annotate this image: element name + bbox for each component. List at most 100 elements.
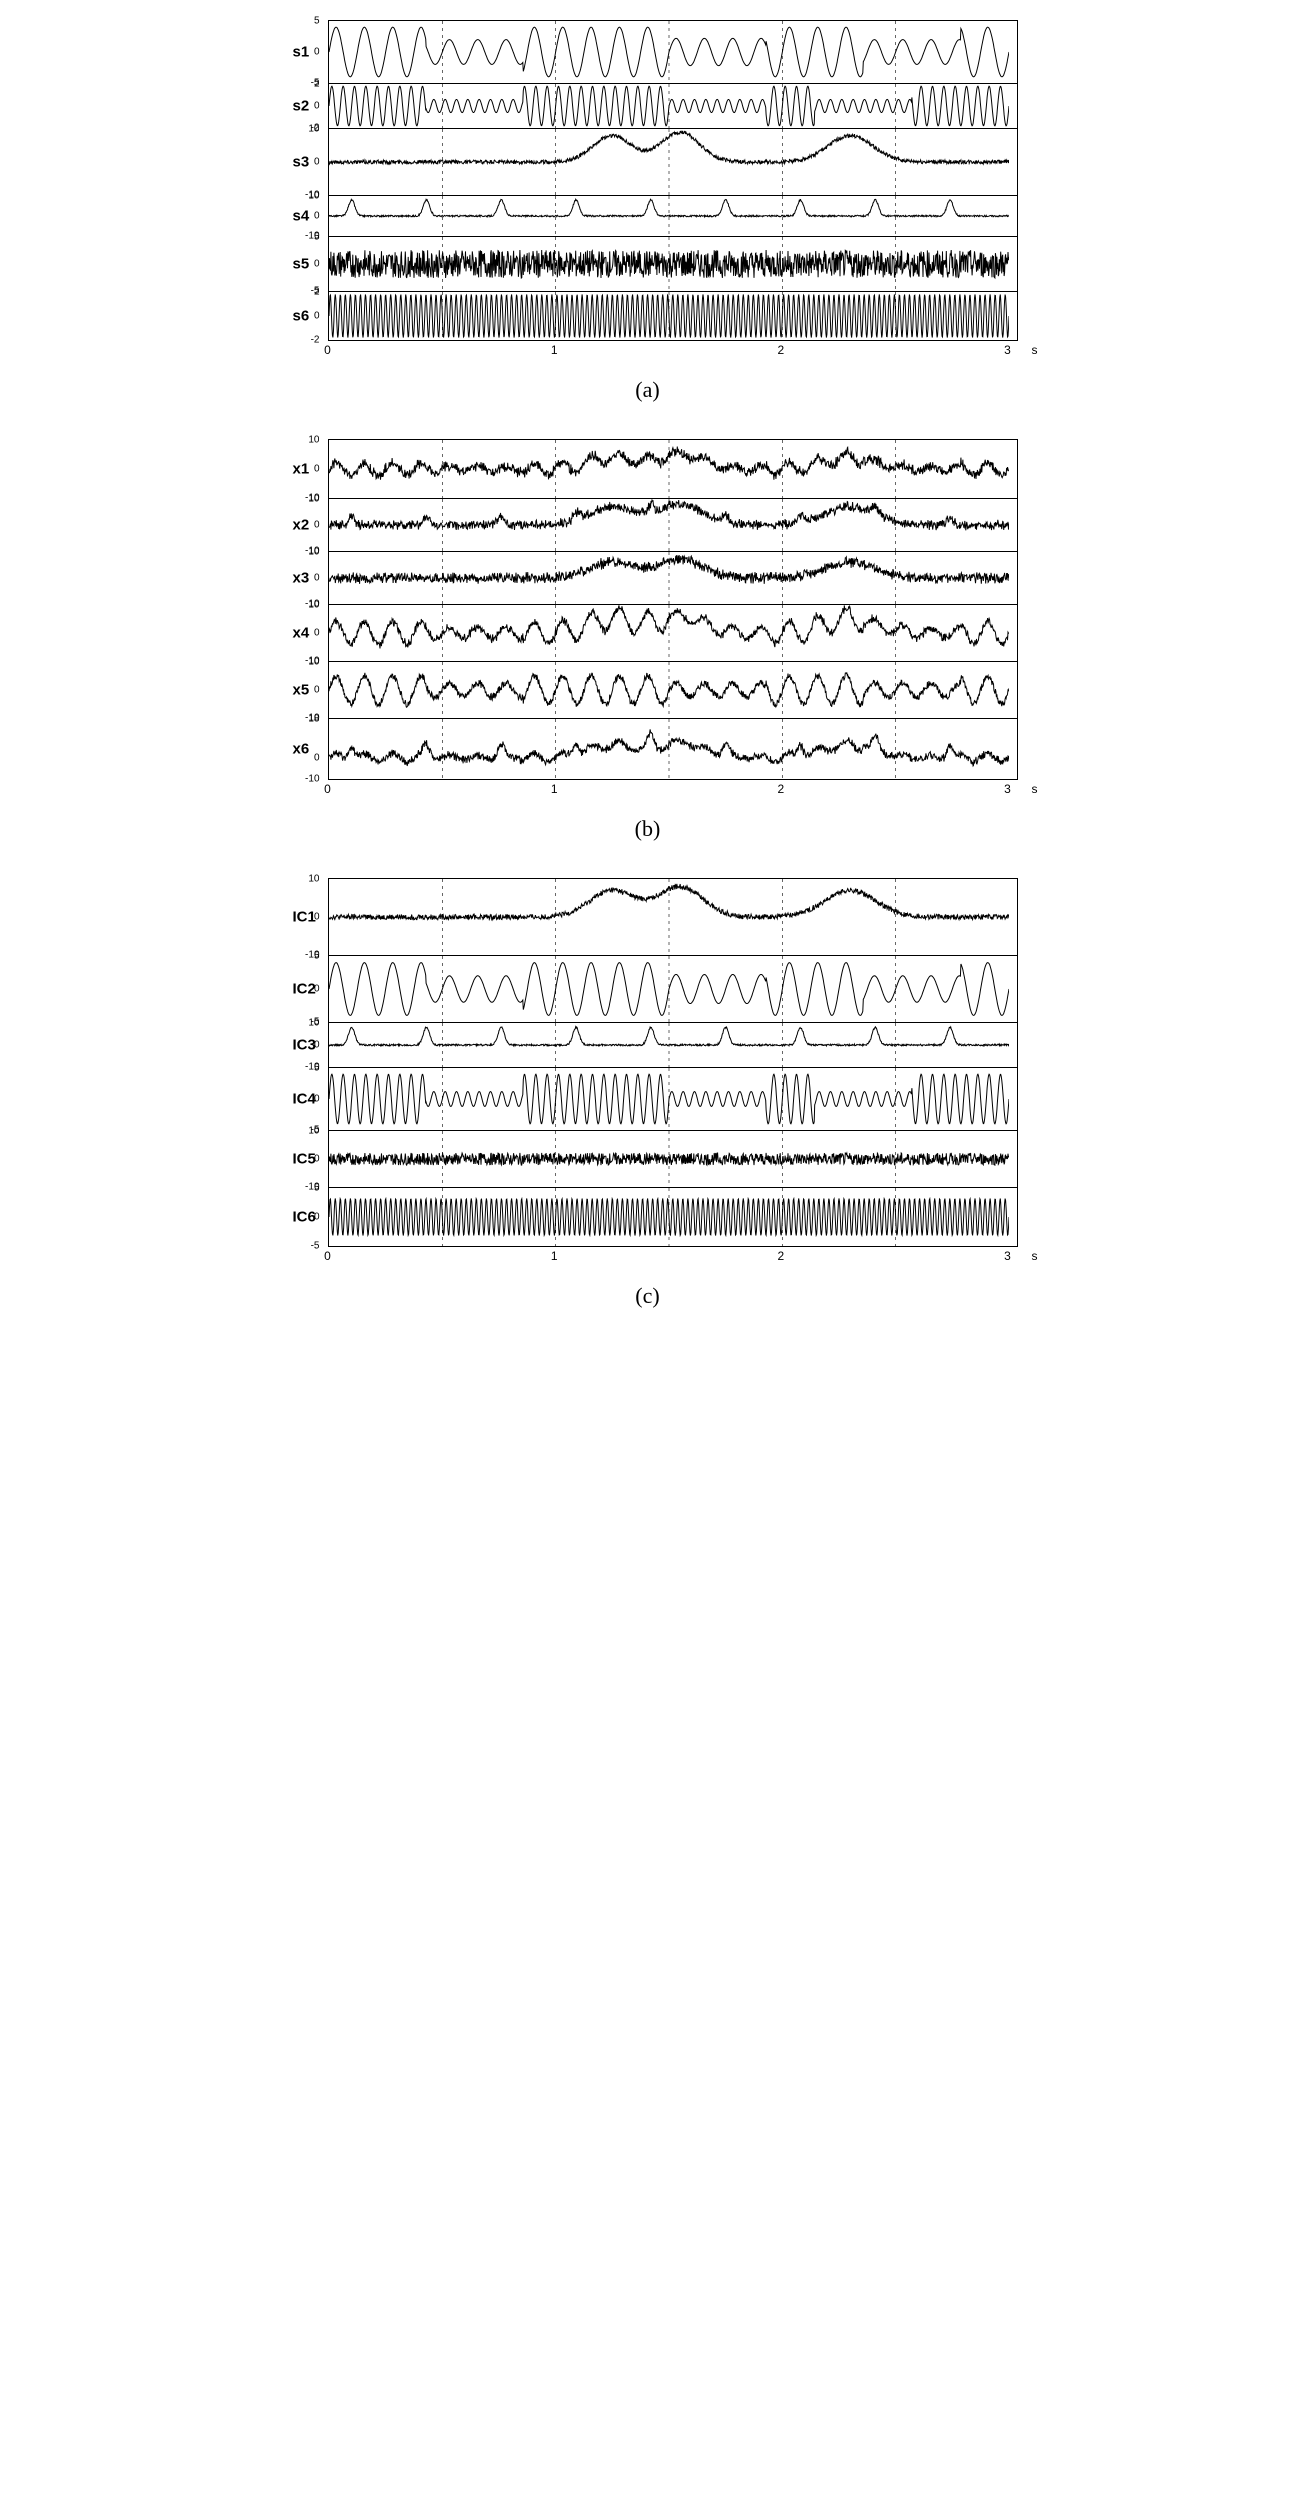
xtick: 0 — [324, 782, 331, 796]
signal-panel: IC2-505 — [329, 955, 1017, 1022]
signal-panel: IC4-505 — [329, 1067, 1017, 1130]
signal-panel: IC1-10010 — [329, 879, 1017, 955]
signal-panel: x5-10010 — [329, 661, 1017, 718]
xtick: 2 — [777, 343, 784, 357]
ytick: 0 — [314, 685, 320, 696]
ytick: 0 — [314, 101, 320, 112]
ytick: 0 — [314, 47, 320, 58]
ytick: 0 — [314, 752, 320, 763]
caption: (c) — [278, 1283, 1018, 1309]
x-axis: 0123s — [328, 780, 1018, 798]
signal-panel: s2-202 — [329, 83, 1017, 128]
xtick: 1 — [551, 1249, 558, 1263]
caption: (a) — [278, 377, 1018, 403]
panel-label: x2 — [293, 517, 310, 534]
signal-panel: x3-10010 — [329, 551, 1017, 604]
xtick: 3 — [1004, 1249, 1011, 1263]
panel-label: IC4 — [293, 1091, 316, 1108]
ytick: 0 — [314, 1040, 320, 1051]
signal-plot — [329, 1131, 1009, 1187]
signal-panel: x4-10010 — [329, 604, 1017, 661]
x-axis: 0123s — [328, 341, 1018, 359]
panel-block: x1-10010x2-10010x3-10010x4-10010x5-10010… — [328, 439, 1018, 780]
panel-label: s2 — [293, 98, 310, 115]
figure: IC1-10010IC2-505IC3-10010IC4-505IC5-1001… — [278, 878, 1018, 1309]
ytick: 0 — [314, 1094, 320, 1105]
ytick: 5 — [314, 951, 320, 962]
signal-plot — [329, 605, 1009, 661]
ytick: 2 — [314, 79, 320, 90]
panel-label: IC1 — [293, 909, 316, 926]
panel-label: x5 — [293, 682, 310, 699]
xtick: 0 — [324, 1249, 331, 1263]
signal-panel: s3-10010 — [329, 128, 1017, 195]
x-unit: s — [1032, 782, 1038, 796]
signal-panel: IC5-10010 — [329, 1130, 1017, 1187]
signal-plot — [329, 1188, 1009, 1246]
x-axis: 0123s — [328, 1247, 1018, 1265]
signal-panel: x2-10010 — [329, 498, 1017, 551]
panel-label: x6 — [293, 741, 310, 758]
signal-plot — [329, 129, 1009, 195]
ytick: 10 — [308, 435, 319, 446]
xtick: 3 — [1004, 343, 1011, 357]
panel-label: IC6 — [293, 1209, 316, 1226]
signal-plot — [329, 440, 1009, 498]
signal-plot — [329, 196, 1009, 236]
xtick: 3 — [1004, 782, 1011, 796]
xtick: 1 — [551, 782, 558, 796]
signal-plot — [329, 552, 1009, 604]
xtick: 1 — [551, 343, 558, 357]
signal-panel: s1-505 — [329, 21, 1017, 83]
ytick: 0 — [314, 311, 320, 322]
panel-block: s1-505s2-202s3-10010s4-10010s5-505s6-202 — [328, 20, 1018, 341]
signal-panel: IC6-505 — [329, 1187, 1017, 1246]
xtick: 0 — [324, 343, 331, 357]
figure: s1-505s2-202s3-10010s4-10010s5-505s6-202… — [278, 20, 1018, 403]
ytick: 18 — [308, 714, 319, 725]
panel-label: IC2 — [293, 981, 316, 998]
panel-label: s1 — [293, 44, 310, 61]
ytick: 10 — [308, 600, 319, 611]
ytick: 2 — [314, 287, 320, 298]
ytick: 10 — [308, 657, 319, 668]
ytick: 10 — [308, 1018, 319, 1029]
ytick: 0 — [314, 628, 320, 639]
signal-plot — [329, 84, 1009, 128]
signal-plot — [329, 499, 1009, 551]
ytick: 0 — [314, 984, 320, 995]
panel-label: s6 — [293, 308, 310, 325]
signal-plot — [329, 1068, 1009, 1130]
panel-label: IC5 — [293, 1151, 316, 1168]
figure: x1-10010x2-10010x3-10010x4-10010x5-10010… — [278, 439, 1018, 842]
signal-plot — [329, 879, 1009, 955]
signal-plot — [329, 237, 1009, 291]
panel-label: x3 — [293, 570, 310, 587]
ytick: 5 — [314, 16, 320, 27]
ytick: 0 — [314, 464, 320, 475]
panel-label: s4 — [293, 208, 310, 225]
ytick: -5 — [311, 1241, 320, 1252]
ytick: 0 — [314, 520, 320, 531]
signal-panel: s4-10010 — [329, 195, 1017, 236]
ytick: 5 — [314, 232, 320, 243]
x-unit: s — [1032, 1249, 1038, 1263]
signal-plot — [329, 21, 1009, 83]
panel-label: s3 — [293, 154, 310, 171]
ytick: 10 — [308, 494, 319, 505]
caption: (b) — [278, 816, 1018, 842]
ytick: 0 — [314, 1154, 320, 1165]
x-unit: s — [1032, 343, 1038, 357]
ytick: 10 — [308, 547, 319, 558]
signal-plot — [329, 719, 1009, 779]
panel-block: IC1-10010IC2-505IC3-10010IC4-505IC5-1001… — [328, 878, 1018, 1247]
ytick: 0 — [314, 211, 320, 222]
ytick: -10 — [305, 774, 319, 785]
ytick: 0 — [314, 157, 320, 168]
panel-label: IC3 — [293, 1037, 316, 1054]
ytick: -2 — [311, 335, 320, 346]
ytick: 5 — [314, 1063, 320, 1074]
signal-panel: IC3-10010 — [329, 1022, 1017, 1067]
signal-panel: s5-505 — [329, 236, 1017, 291]
xtick: 2 — [777, 782, 784, 796]
